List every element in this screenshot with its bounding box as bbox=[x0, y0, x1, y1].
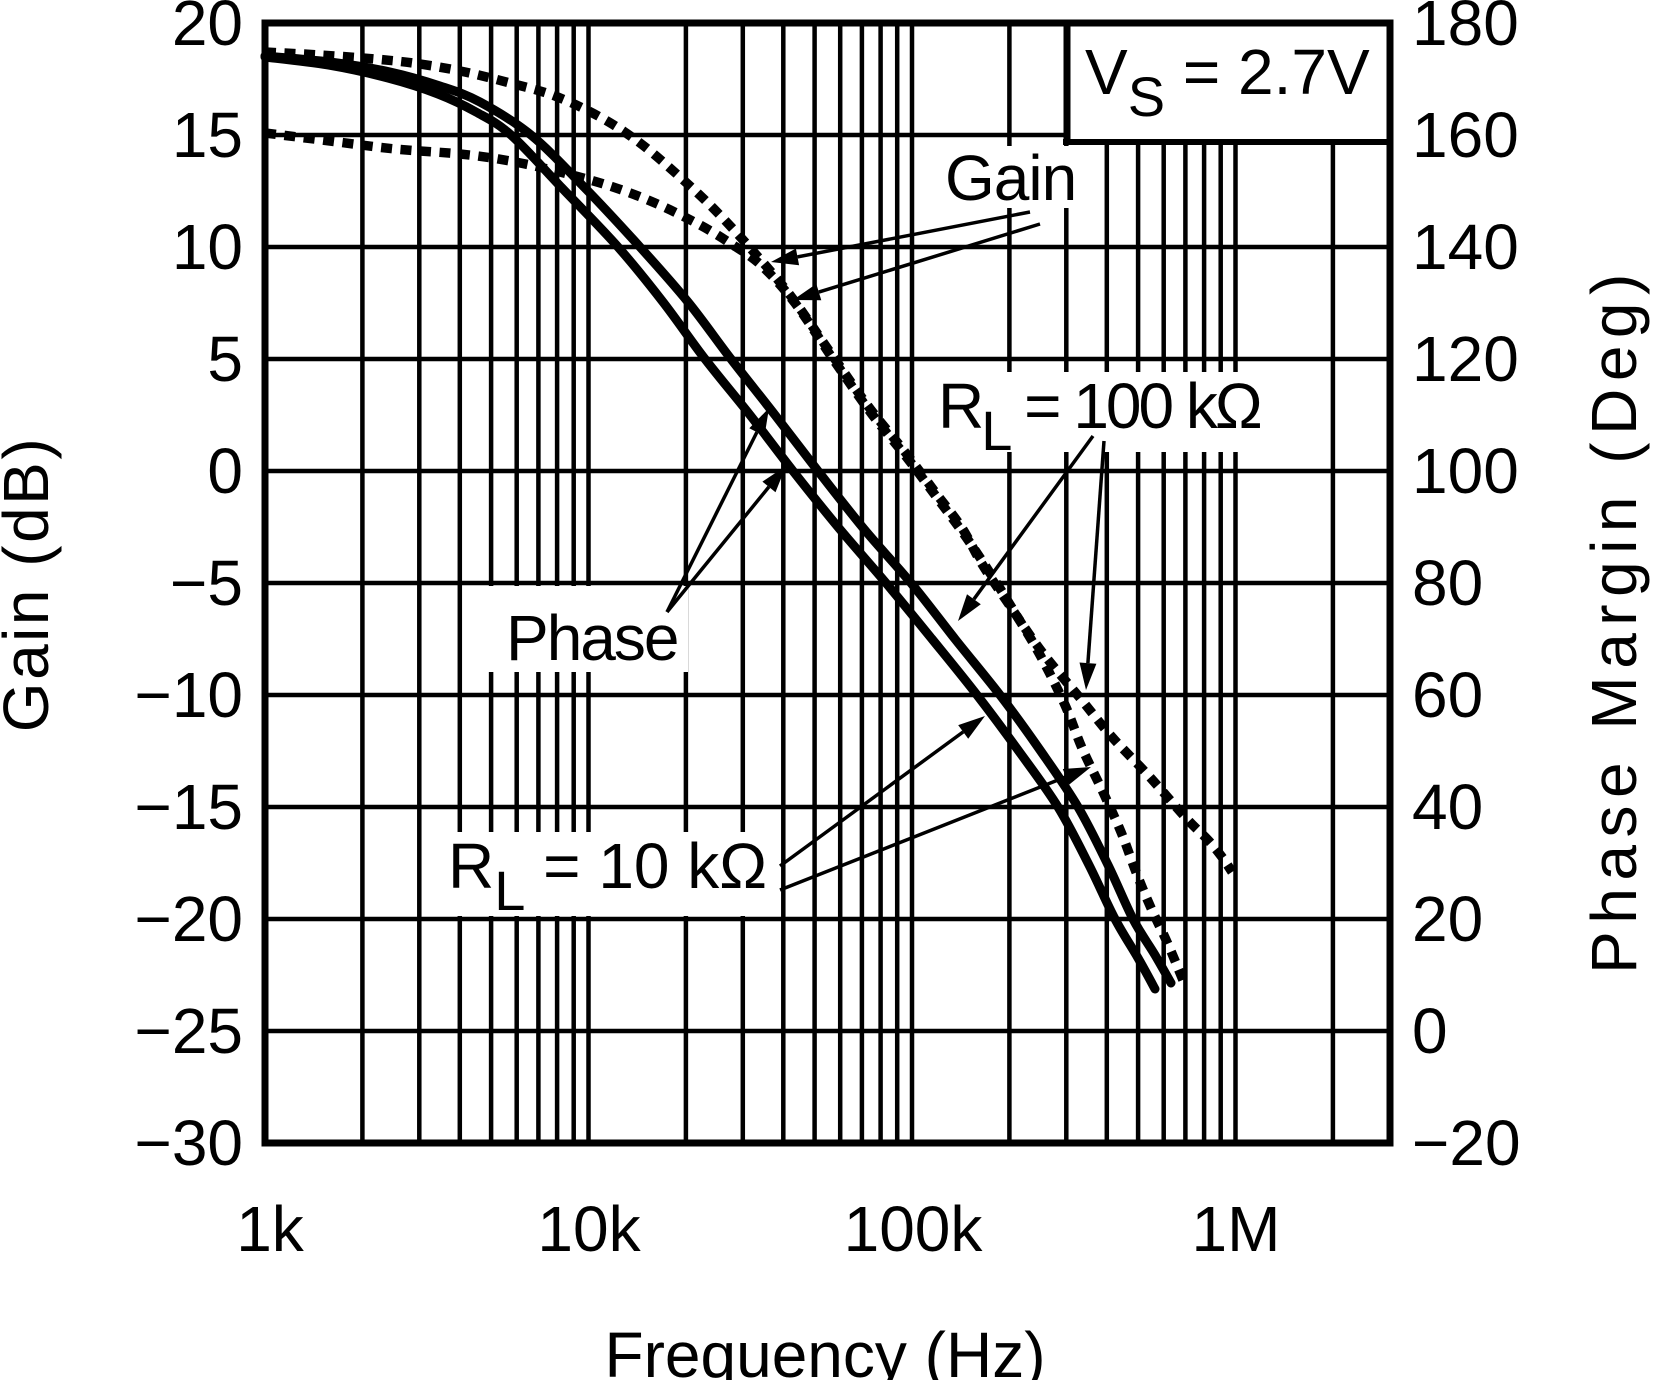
svg-text:60: 60 bbox=[1412, 659, 1483, 731]
svg-text:15: 15 bbox=[172, 99, 243, 171]
svg-text:0: 0 bbox=[1412, 995, 1448, 1067]
svg-text:Phase Margin (Deg): Phase Margin (Deg) bbox=[1578, 266, 1650, 974]
svg-text:−15: −15 bbox=[134, 771, 243, 843]
svg-text:20: 20 bbox=[172, 0, 243, 59]
svg-text:100k: 100k bbox=[844, 1193, 984, 1265]
svg-text:−20: −20 bbox=[134, 883, 243, 955]
svg-text:120: 120 bbox=[1412, 323, 1519, 395]
svg-text:−30: −30 bbox=[134, 1107, 243, 1179]
svg-text:1k: 1k bbox=[236, 1193, 305, 1265]
svg-text:180: 180 bbox=[1412, 0, 1519, 59]
svg-text:−25: −25 bbox=[134, 995, 243, 1067]
svg-text:Gain (dB): Gain (dB) bbox=[0, 436, 62, 732]
svg-text:−20: −20 bbox=[1412, 1107, 1521, 1179]
svg-text:−10: −10 bbox=[134, 659, 243, 731]
svg-text:10k: 10k bbox=[537, 1193, 641, 1265]
svg-text:20: 20 bbox=[1412, 883, 1483, 955]
svg-text:Gain: Gain bbox=[945, 142, 1076, 214]
svg-text:0: 0 bbox=[207, 435, 243, 507]
svg-text:140: 140 bbox=[1412, 211, 1519, 283]
svg-text:160: 160 bbox=[1412, 99, 1519, 171]
svg-text:100: 100 bbox=[1412, 435, 1519, 507]
svg-text:5: 5 bbox=[207, 323, 243, 395]
svg-text:Phase: Phase bbox=[506, 602, 677, 674]
svg-text:10: 10 bbox=[172, 211, 243, 283]
svg-text:40: 40 bbox=[1412, 771, 1483, 843]
svg-text:1M: 1M bbox=[1192, 1193, 1281, 1265]
svg-text:Frequency (Hz): Frequency (Hz) bbox=[605, 1319, 1046, 1380]
svg-text:80: 80 bbox=[1412, 547, 1483, 619]
svg-text:−5: −5 bbox=[170, 547, 243, 619]
